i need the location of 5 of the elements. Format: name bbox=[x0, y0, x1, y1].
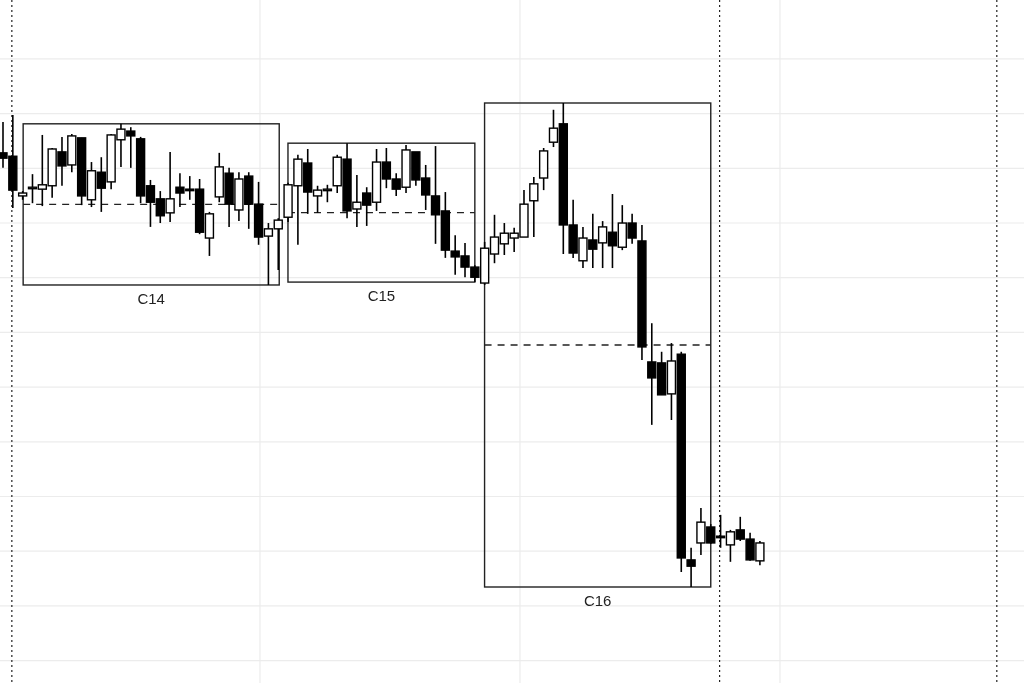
text: C16 bbox=[583, 592, 612, 609]
candlestick bbox=[686, 547, 696, 588]
annotation: C14 bbox=[137, 289, 165, 307]
annotation: C15 bbox=[367, 287, 396, 305]
candlestick bbox=[529, 176, 539, 238]
